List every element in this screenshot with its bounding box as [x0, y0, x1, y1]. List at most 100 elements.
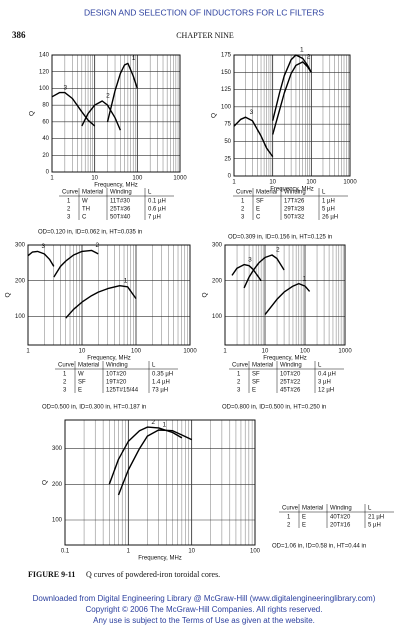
- y-tick-label: 200: [52, 482, 63, 488]
- curve: [81, 100, 122, 131]
- table-cell: TH: [82, 207, 90, 213]
- x-tick-label: 100: [306, 180, 317, 186]
- curve: [53, 249, 99, 278]
- y-tick-label: 200: [15, 278, 26, 284]
- page-number: 386: [12, 30, 26, 40]
- caption-text: Q curves of powdered-iron toroidal cores…: [86, 570, 220, 579]
- y-axis-label: Q: [29, 111, 36, 116]
- table-cell: 29T#28: [284, 207, 305, 213]
- curve-label: 3: [248, 256, 252, 263]
- table-cell: 19T#20: [106, 380, 127, 386]
- x-tick-label: 1000: [173, 176, 187, 182]
- curve-label: 3: [42, 243, 46, 250]
- y-axis-label: Q: [42, 480, 49, 485]
- curve: [264, 282, 311, 316]
- table-cell: 11T#30: [110, 199, 131, 205]
- y-tick-label: 60: [42, 119, 49, 125]
- curve: [27, 250, 55, 267]
- curve: [272, 61, 312, 135]
- table-cell: 10T#20: [280, 372, 301, 378]
- table-cell: 25T#22: [280, 380, 301, 386]
- plot-frame: [27, 244, 191, 346]
- table-cell: C: [256, 215, 261, 221]
- table-cell: E: [302, 515, 306, 521]
- table-cell: 1.4 µH: [152, 380, 170, 386]
- table-header: L: [318, 363, 322, 369]
- y-tick-label: 0: [46, 170, 50, 176]
- y-tick-label: 100: [52, 518, 63, 524]
- curve-label: 1: [303, 275, 307, 282]
- table-cell: 125T#15/44: [106, 388, 139, 394]
- table-header: Winding: [106, 363, 128, 369]
- curve: [65, 285, 137, 319]
- table-cell: 10T#20: [106, 372, 127, 378]
- table-cell: 1: [63, 372, 67, 378]
- core-dimensions: OD=0.800 in, ID=0.500 in, HT=0.250 in: [222, 405, 326, 411]
- table-cell: 50T#32: [284, 215, 305, 221]
- table-cell: E: [252, 388, 256, 394]
- table-cell: 40T#20: [330, 515, 351, 521]
- y-tick-label: 50: [224, 139, 231, 145]
- x-axis-label: Frequency, MHz: [94, 183, 138, 189]
- y-tick-label: 100: [221, 104, 232, 110]
- x-tick-label: 0.1: [61, 549, 70, 555]
- y-tick-label: 120: [39, 69, 50, 75]
- table-cell: 50T#40: [110, 215, 131, 221]
- table-cell: 3 µH: [318, 380, 331, 386]
- table-cell: 1 µH: [322, 199, 335, 205]
- table-cell: 7 µH: [148, 215, 161, 221]
- y-axis-label: Q: [211, 113, 218, 118]
- curve-label: 1: [300, 47, 304, 54]
- table-cell: 2: [67, 207, 71, 213]
- curve: [106, 62, 138, 123]
- y-tick-label: 150: [221, 70, 232, 76]
- x-tick-label: 10: [269, 180, 276, 186]
- table-cell: SF: [78, 380, 86, 386]
- table-header: Curve: [62, 190, 79, 196]
- table-header: Material: [252, 363, 273, 369]
- table-cell: 1: [287, 515, 291, 521]
- curve-label: 2: [307, 54, 311, 61]
- x-tick-label: 10: [188, 549, 195, 555]
- core-dimensions: OD=0.120 in, ID=0.062 in, HT=0.035 in: [38, 230, 142, 236]
- table-header: Curve: [232, 363, 249, 369]
- table-header: L: [368, 506, 372, 512]
- curve-label: 2: [96, 242, 100, 249]
- table-header: Material: [78, 363, 99, 369]
- curve-label: 2: [106, 93, 110, 100]
- curve: [272, 54, 312, 121]
- plot-frame: [233, 54, 351, 177]
- y-tick-label: 100: [212, 314, 223, 320]
- table-cell: SF: [252, 380, 260, 386]
- x-tick-label: 1: [232, 180, 236, 186]
- y-axis-label: Q: [5, 292, 12, 297]
- table-cell: 0.1 µH: [148, 199, 166, 205]
- x-tick-label: 1: [127, 549, 131, 555]
- y-tick-label: 25: [224, 156, 231, 162]
- table-header: L: [322, 190, 326, 196]
- y-tick-label: 300: [52, 446, 63, 452]
- table-header: Curve: [58, 363, 75, 369]
- table-header: Winding: [330, 506, 352, 512]
- table-cell: SF: [256, 199, 264, 205]
- x-tick-label: 100: [131, 349, 142, 355]
- table-header: Winding: [284, 190, 306, 196]
- table-cell: E: [302, 523, 306, 529]
- y-tick-label: 40: [42, 136, 49, 142]
- table-header: Curve: [282, 506, 299, 512]
- curve: [51, 91, 96, 127]
- x-tick-label: 1: [26, 349, 30, 355]
- footer-line: Any use is subject to the Terms of Use a…: [93, 616, 315, 625]
- table-cell: 2: [63, 380, 67, 386]
- footer-line: Downloaded from Digital Engineering Libr…: [33, 594, 376, 603]
- x-axis-label: Frequency, MHz: [87, 356, 131, 362]
- table-header: Winding: [280, 363, 302, 369]
- y-tick-label: 175: [221, 53, 232, 59]
- x-tick-label: 100: [300, 349, 311, 355]
- curve-label: 3: [250, 109, 254, 116]
- table-cell: 2: [241, 207, 245, 213]
- table-cell: 12 µH: [318, 388, 334, 394]
- table-cell: E: [78, 388, 82, 394]
- table-cell: SF: [252, 372, 260, 378]
- x-tick-label: 10: [262, 349, 269, 355]
